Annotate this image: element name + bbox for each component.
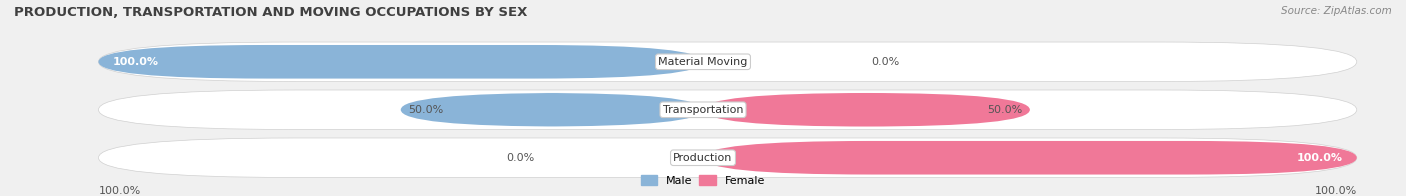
- Text: 100.0%: 100.0%: [1296, 153, 1343, 163]
- Text: 100.0%: 100.0%: [1315, 186, 1357, 196]
- FancyBboxPatch shape: [401, 93, 703, 127]
- Text: 100.0%: 100.0%: [112, 57, 159, 67]
- Text: 50.0%: 50.0%: [408, 105, 443, 115]
- Text: 50.0%: 50.0%: [987, 105, 1022, 115]
- FancyBboxPatch shape: [98, 90, 1357, 130]
- Text: PRODUCTION, TRANSPORTATION AND MOVING OCCUPATIONS BY SEX: PRODUCTION, TRANSPORTATION AND MOVING OC…: [14, 6, 527, 19]
- Text: 0.0%: 0.0%: [506, 153, 534, 163]
- Text: Production: Production: [673, 153, 733, 163]
- FancyBboxPatch shape: [98, 138, 1357, 178]
- Text: Source: ZipAtlas.com: Source: ZipAtlas.com: [1281, 6, 1392, 16]
- Text: Transportation: Transportation: [662, 105, 744, 115]
- FancyBboxPatch shape: [703, 93, 1029, 127]
- FancyBboxPatch shape: [98, 42, 1357, 82]
- Text: 100.0%: 100.0%: [98, 186, 141, 196]
- Legend: Male, Female: Male, Female: [637, 171, 769, 191]
- FancyBboxPatch shape: [703, 141, 1357, 174]
- Text: Material Moving: Material Moving: [658, 57, 748, 67]
- Text: 0.0%: 0.0%: [872, 57, 900, 67]
- FancyBboxPatch shape: [98, 45, 703, 79]
